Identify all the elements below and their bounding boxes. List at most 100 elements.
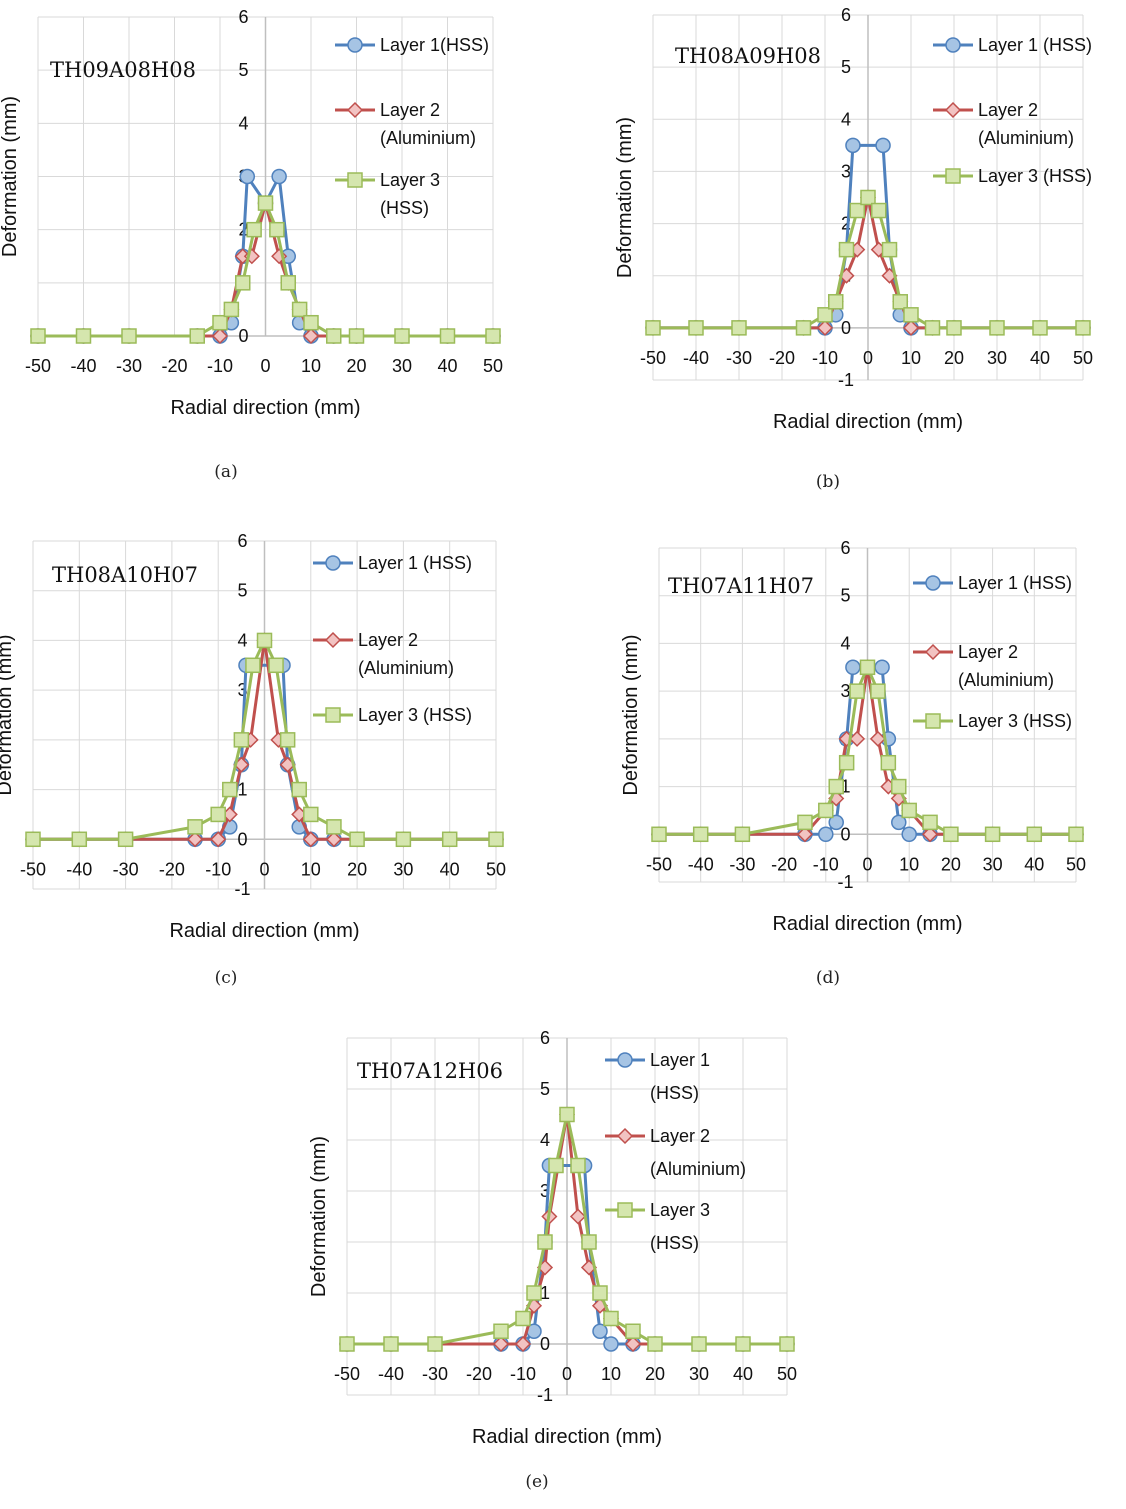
data-point <box>946 320 962 336</box>
data-point <box>818 826 834 843</box>
specimen-label: TH09A08H08 <box>50 58 196 82</box>
y-tick-label: 4 <box>238 113 248 133</box>
legend-label: Layer 1 (HSS) <box>358 553 472 573</box>
data-point <box>1068 826 1084 843</box>
series-3 <box>651 659 1084 843</box>
data-point <box>869 730 886 747</box>
chart-svg: -50-40-30-20-1001020304050-10123456Radia… <box>0 531 506 942</box>
x-tick-label: 10 <box>899 854 919 874</box>
legend-label: Layer 2 <box>978 100 1038 120</box>
series-3 <box>645 189 1091 336</box>
specimen-label: TH08A10H07 <box>52 563 198 587</box>
x-tick-label: 50 <box>1066 854 1086 874</box>
x-tick-label: 0 <box>863 348 873 368</box>
x-tick-label: 50 <box>486 859 506 879</box>
legend-label: Layer 1 <box>650 1050 710 1070</box>
data-point <box>581 1234 597 1250</box>
x-tick-label: 30 <box>983 854 1003 874</box>
data-point <box>828 778 844 795</box>
data-point <box>211 327 229 345</box>
y-tick-label: 4 <box>840 633 850 653</box>
data-point <box>441 831 458 848</box>
subfigure-caption: (c) <box>214 968 238 988</box>
x-tick-label: -10 <box>510 1364 536 1384</box>
x-tick-label: 0 <box>260 356 270 376</box>
data-point <box>394 328 410 344</box>
chart-svg: -50-40-30-20-1001020304050-10123456Radia… <box>614 5 1093 433</box>
data-point <box>818 802 834 819</box>
data-point <box>592 1323 608 1339</box>
x-tick-label: 50 <box>1073 348 1093 368</box>
data-point <box>326 328 342 344</box>
x-axis-title: Radial direction (mm) <box>170 397 360 419</box>
data-point <box>902 319 920 336</box>
series-3 <box>339 1106 795 1352</box>
data-point <box>279 732 296 748</box>
y-tick-label: 5 <box>840 586 850 606</box>
data-point <box>845 137 861 154</box>
data-point <box>922 814 938 831</box>
data-point <box>860 189 876 206</box>
legend-label: Layer 2 <box>650 1126 710 1146</box>
data-point <box>291 301 308 318</box>
x-tick-label: 10 <box>301 859 321 879</box>
legend: Layer 1(HSS) Layer 2 (Aluminium) Layer 3 (HS… <box>335 35 489 218</box>
x-tick-label: -10 <box>205 859 231 879</box>
data-point <box>348 328 365 344</box>
data-point <box>797 814 813 831</box>
data-point <box>901 802 917 819</box>
data-point <box>268 657 284 674</box>
x-tick-label: -10 <box>812 348 838 368</box>
x-tick-label: 50 <box>777 1364 797 1384</box>
x-tick-label: -50 <box>646 854 672 874</box>
legend-marker <box>617 1202 633 1218</box>
data-point <box>269 221 285 238</box>
x-tick-label: -40 <box>66 859 92 879</box>
y-tick-label: -1 <box>838 370 854 390</box>
x-tick-label: -10 <box>813 854 839 874</box>
data-point <box>30 328 46 344</box>
data-point <box>302 327 320 345</box>
x-tick-label: -20 <box>161 356 187 376</box>
y-tick-label: 4 <box>540 1130 550 1150</box>
x-tick-label: -20 <box>771 854 797 874</box>
y-tick-label: 5 <box>540 1079 550 1099</box>
data-point <box>492 1335 510 1353</box>
x-tick-label: -50 <box>25 356 51 376</box>
legend-marker <box>347 172 363 188</box>
data-point <box>245 657 261 674</box>
data-point <box>1032 320 1048 336</box>
specimen-label: TH08A09H08 <box>675 44 821 68</box>
legend-label: (Aluminium) <box>978 128 1074 148</box>
x-tick-label: -30 <box>116 356 142 376</box>
data-point <box>187 819 203 835</box>
data-point <box>901 826 917 843</box>
data-point <box>651 826 667 843</box>
y-axis-title: Deformation (mm) <box>620 634 642 795</box>
y-axis-title: Deformation (mm) <box>614 117 636 278</box>
data-point <box>796 826 814 843</box>
data-point <box>210 831 227 848</box>
y-tick-label: 5 <box>238 60 248 80</box>
x-tick-label: 20 <box>944 348 964 368</box>
data-point <box>186 831 204 848</box>
legend: Layer 1 (HSS) Layer 2 (Aluminium) Layer 3 (… <box>913 573 1072 731</box>
specimen-label: TH07A12H06 <box>357 1059 503 1083</box>
data-point <box>526 1285 542 1301</box>
chart-panel: -50-40-30-20-1001020304050-10123456Radia… <box>300 1028 830 1450</box>
data-point <box>349 831 365 848</box>
subfigure-caption: (a) <box>214 462 238 482</box>
data-point <box>903 307 919 323</box>
data-point <box>838 241 855 258</box>
legend-label: (HSS) <box>650 1083 699 1103</box>
y-tick-label: 2 <box>841 214 851 234</box>
data-point <box>427 1336 443 1352</box>
data-point <box>239 168 256 185</box>
data-point <box>325 831 343 848</box>
data-point <box>891 814 907 831</box>
data-point <box>493 1323 509 1339</box>
legend-label: (Aluminium) <box>358 658 454 678</box>
chart-panel: -50-40-30-20-1001020304050-10123456Radia… <box>590 0 1126 440</box>
legend: Layer 1 (HSS) Layer 2 (Aluminium) Layer 3 (… <box>313 553 472 725</box>
x-tick-label: 30 <box>392 356 412 376</box>
